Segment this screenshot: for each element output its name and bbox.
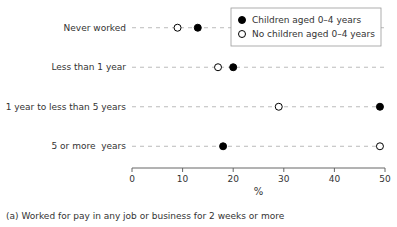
category-label: Less than 1 year: [51, 62, 126, 72]
legend: Children aged 0–4 years No children aged …: [231, 8, 381, 46]
dot: [376, 143, 383, 150]
dot: [220, 143, 227, 150]
dot: [194, 24, 201, 31]
category-label: 5 or more years: [52, 141, 127, 151]
x-tick: [385, 168, 386, 172]
legend-marker: [239, 31, 246, 38]
dot: [174, 24, 181, 31]
x-tick: [182, 168, 183, 172]
chart: Never worked Less than 1 year 1 year to le…: [0, 0, 397, 227]
grid-line: [132, 146, 385, 147]
legend-label: No children aged 0–4 years: [252, 29, 375, 39]
x-axis-label: %: [254, 186, 264, 197]
category-label: Never worked: [64, 23, 126, 33]
x-tick-label: 10: [177, 174, 189, 184]
grid-line: [132, 67, 385, 68]
x-tick-label: 20: [227, 174, 239, 184]
legend-label: Children aged 0–4 years: [252, 15, 362, 25]
footnote: (a) Worked for pay in any job or busines…: [6, 211, 285, 221]
dot: [275, 103, 282, 110]
x-tick: [132, 168, 133, 172]
x-tick: [334, 168, 335, 172]
dot: [215, 64, 222, 71]
dot: [230, 64, 237, 71]
x-tick-label: 30: [278, 174, 290, 184]
x-tick: [283, 168, 284, 172]
legend-marker: [239, 17, 246, 24]
x-axis-line: [132, 168, 385, 169]
grid-line: [132, 106, 385, 107]
x-tick-label: 0: [129, 174, 135, 184]
legend-box: [231, 8, 381, 46]
x-tick-label: 40: [329, 174, 341, 184]
dot: [376, 103, 383, 110]
x-tick: [233, 168, 234, 172]
x-tick-label: 50: [379, 174, 391, 184]
category-label: 1 year to less than 5 years: [6, 102, 127, 112]
